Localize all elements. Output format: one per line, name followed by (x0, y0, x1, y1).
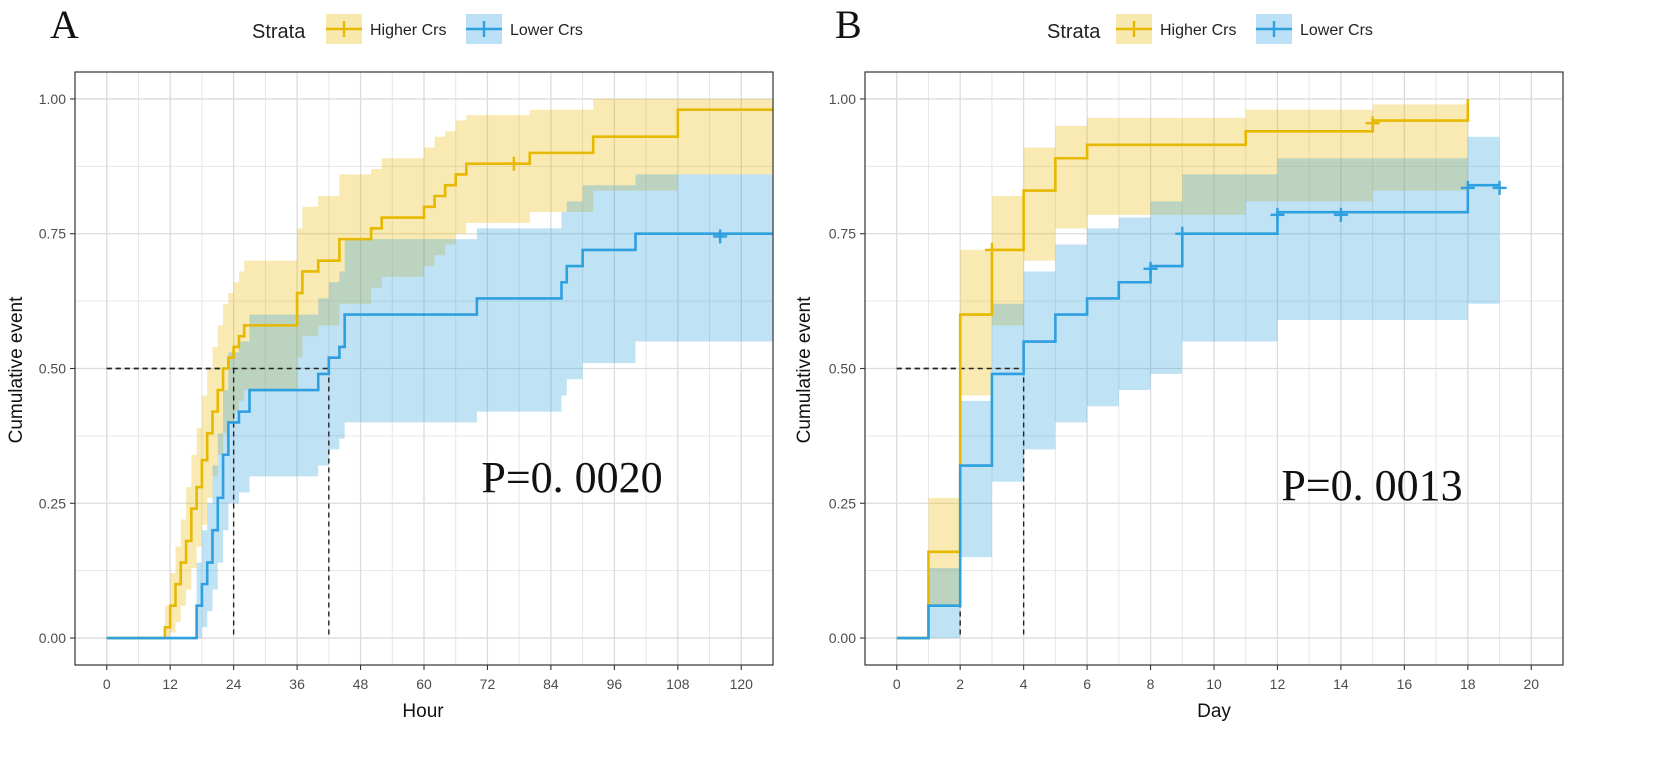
panel-b-ci-band-higher (896, 104, 1468, 639)
panel-a-legend-label-higher: Higher Crs (370, 22, 446, 39)
panel-a-curve-higher (106, 108, 773, 640)
panel-b-censor-mark-lower-0 (1143, 261, 1158, 276)
panel-a-xtick-label-48: 48 (353, 676, 369, 692)
panel-b-xlabel: Day (1197, 701, 1231, 722)
panel-a-legend-key-lower (466, 14, 502, 44)
panel-a-plot: 0 12 24 36 48 60 72 84 96 108 120 0.00 0.25 0.50 0.75 1… (39, 71, 774, 692)
panel-a-legend-title: Strata (252, 21, 306, 43)
panel-b-ytick-label-1: 0.25 (829, 495, 856, 511)
panel-b-xtick-label-8: 8 (1147, 676, 1155, 692)
panel-a-ytick-label-4: 1.00 (39, 91, 66, 107)
panel-a-legend-key-higher (326, 14, 362, 44)
panel-a-ylabel: Cumulative event (6, 296, 27, 444)
panel-b-ytick-label-4: 1.00 (829, 91, 856, 107)
panel-b-xtick-label-14: 14 (1333, 676, 1349, 692)
panel-a-pvalue: P=0. 0020 (481, 453, 662, 502)
panel-b-xtick-label-16: 16 (1397, 676, 1413, 692)
panel-b-plot: 0 2 4 6 8 10 12 14 16 18 20 0.00 0.25 0.50 0.75 1.00 P=0… (829, 71, 1564, 692)
panel-a-ci-band-lower (106, 174, 773, 639)
panel-b-censor-mark-lower-5 (1492, 180, 1507, 195)
panel-a-ci-band-higher (106, 98, 773, 639)
panel-b-ci-band-lower (896, 136, 1500, 639)
panel-b-xtick-label-6: 6 (1083, 676, 1091, 692)
panel-a-curve-lower (106, 232, 773, 640)
panel-a-xlabel: Hour (402, 701, 444, 722)
panel-b-curve-lower (896, 183, 1500, 640)
panel-b-legend-label-higher: Higher Crs (1160, 22, 1236, 39)
panel-a-xtick-label-60: 60 (416, 676, 432, 692)
panel-b-xtick-label-18: 18 (1460, 676, 1476, 692)
panel-a-letter: A (50, 2, 79, 47)
panel-b-censor-mark-lower-2 (1270, 207, 1285, 222)
panel-b-censor-mark-higher-1 (1365, 116, 1380, 131)
panel-a-ytick-label-1: 0.25 (39, 495, 66, 511)
panel-a-xtick-label-84: 84 (543, 676, 559, 692)
panel-a-ytick-label-2: 0.50 (39, 361, 66, 377)
panel-a-xtick-label-72: 72 (480, 676, 496, 692)
panel-b-legend-title: Strata (1047, 21, 1101, 43)
panel-a-xtick-label-36: 36 (289, 676, 305, 692)
panel-b-xtick-label-2: 2 (956, 676, 964, 692)
panel-b-ytick-label-0: 0.00 (829, 630, 856, 646)
panel-a-xtick-label-24: 24 (226, 676, 242, 692)
panel-a-ytick-label-0: 0.00 (39, 630, 66, 646)
panel-b-censor-mark-higher-0 (984, 242, 999, 257)
panel-a-xtick-label-108: 108 (666, 676, 690, 692)
panel-b-ytick-label-3: 0.75 (829, 226, 856, 242)
panel-b-ytick-label-2: 0.50 (829, 361, 856, 377)
panel-b-censor-mark-lower-4 (1460, 180, 1475, 195)
panel-b-xtick-label-0: 0 (893, 676, 901, 692)
panel-b-censor-mark-lower-1 (1175, 226, 1190, 241)
panel-a: A Strata Higher Crs Lower Crs 0 12 24 36 48 6… (6, 2, 774, 722)
panel-a-xtick-label-12: 12 (162, 676, 178, 692)
panel-b-legend-key-higher (1116, 14, 1152, 44)
panel-a-ytick-label-3: 0.75 (39, 226, 66, 242)
panel-a-xtick-label-120: 120 (730, 676, 754, 692)
panel-b-letter: B (835, 2, 862, 47)
panel-a-xtick-label-0: 0 (103, 676, 111, 692)
panel-a-censor-mark-lower-0 (713, 229, 728, 244)
panel-b-xtick-label-20: 20 (1523, 676, 1539, 692)
panel-b-pvalue: P=0. 0013 (1281, 461, 1462, 510)
panel-b-legend-label-lower: Lower Crs (1300, 22, 1373, 39)
panel-b-xtick-label-4: 4 (1020, 676, 1028, 692)
panel-a-censor-mark-higher-0 (506, 156, 521, 171)
panel-a-legend-label-lower: Lower Crs (510, 22, 583, 39)
panel-b-xtick-label-12: 12 (1270, 676, 1286, 692)
panel-b-legend-key-lower (1256, 14, 1292, 44)
panel-a-xtick-label-96: 96 (607, 676, 623, 692)
panel-b: B Strata Higher Crs Lower Crs 0 2 4 6 8 10 12 1… (794, 2, 1564, 722)
panel-b-ylabel: Cumulative event (794, 296, 815, 444)
panel-b-xtick-label-10: 10 (1206, 676, 1222, 692)
panel-b-censor-mark-lower-3 (1333, 207, 1348, 222)
